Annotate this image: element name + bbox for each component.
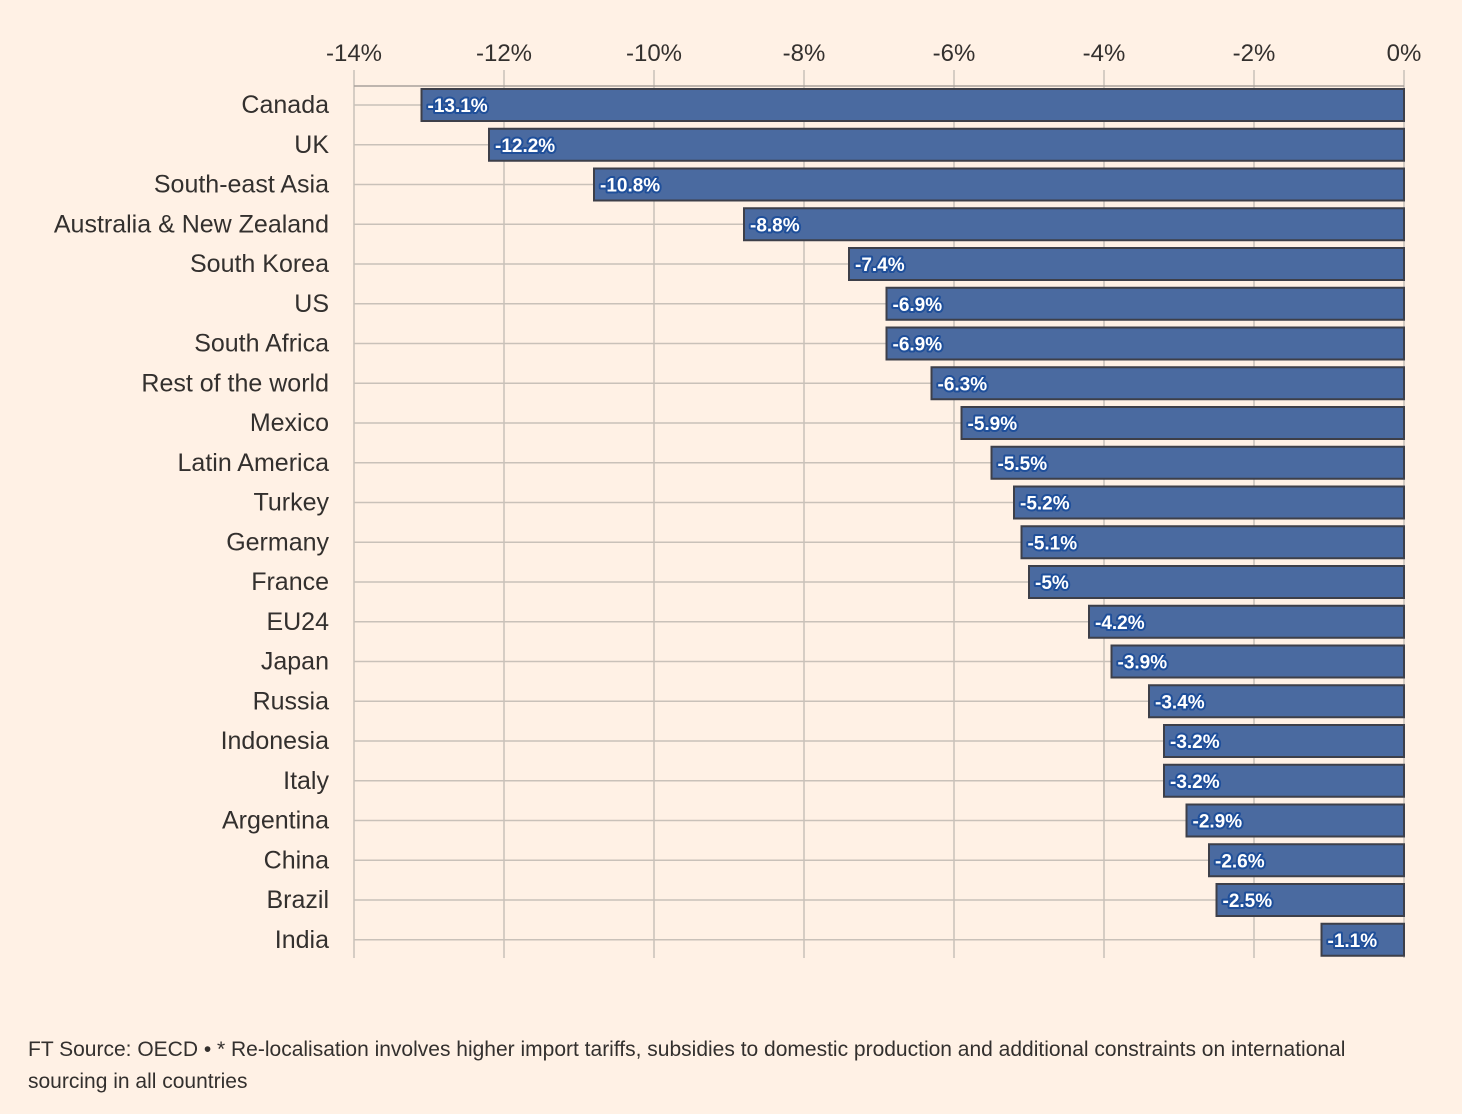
category-label: UK — [294, 131, 329, 159]
category-label: Canada — [241, 91, 329, 119]
data-label: -8.8% — [750, 215, 800, 236]
x-tick-labels: -14% -12% -10% -8% -6% -4% -2% 0% — [326, 40, 1421, 67]
bar — [930, 366, 1405, 401]
category-label: South Korea — [190, 250, 329, 278]
data-label: -5.9% — [968, 414, 1018, 435]
bar — [593, 167, 1405, 202]
category-label: Japan — [261, 648, 329, 676]
bar — [990, 445, 1405, 480]
bar — [1148, 684, 1405, 719]
data-label: -13.1% — [428, 96, 488, 117]
bar — [1185, 803, 1405, 838]
bar — [960, 406, 1405, 440]
bar — [1020, 525, 1405, 560]
category-label: Germany — [226, 528, 329, 556]
bar — [885, 286, 1405, 321]
x-tick-label: -14% — [326, 40, 382, 67]
category-label: Rest of the world — [141, 369, 329, 397]
bar — [1320, 922, 1405, 957]
data-label: -4.2% — [1095, 613, 1145, 634]
category-label: China — [264, 846, 329, 874]
category-label: Brazil — [266, 886, 329, 914]
data-label: -6.9% — [893, 335, 943, 356]
bar — [1163, 724, 1405, 758]
data-label: -1.1% — [1328, 931, 1378, 952]
data-label: -10.8% — [600, 176, 660, 197]
bar — [1208, 843, 1405, 878]
category-label: Mexico — [250, 409, 329, 437]
category-label: India — [275, 926, 329, 954]
category-label: South-east Asia — [154, 171, 329, 199]
data-label: -2.5% — [1223, 891, 1273, 912]
y-tick-labels: Canada UK South-east Asia Australia & New Z… — [54, 91, 330, 954]
bar — [1110, 644, 1405, 679]
category-label: EU24 — [266, 608, 329, 636]
category-label: US — [294, 290, 329, 318]
category-label: Italy — [283, 767, 329, 795]
data-label: -7.4% — [855, 255, 905, 276]
bar — [1013, 485, 1405, 520]
bar — [743, 207, 1405, 242]
bar — [885, 326, 1405, 361]
data-label: -5% — [1035, 573, 1069, 594]
category-label: Latin America — [178, 449, 330, 477]
data-label: -2.9% — [1193, 812, 1243, 833]
category-label: Russia — [253, 687, 330, 715]
bar — [488, 127, 1405, 162]
bar — [1163, 763, 1405, 798]
data-label: -2.6% — [1215, 851, 1265, 872]
x-tick-label: -4% — [1083, 40, 1126, 67]
bar — [1028, 565, 1405, 599]
x-tick-label: -8% — [783, 40, 826, 67]
x-tick-label: -12% — [476, 40, 532, 67]
data-label: -5.5% — [998, 454, 1048, 475]
x-tick-label: -2% — [1233, 40, 1276, 67]
data-label: -5.2% — [1020, 494, 1070, 515]
x-tick-label: -10% — [626, 40, 682, 67]
category-label: France — [251, 568, 329, 596]
category-label: Argentina — [222, 807, 329, 835]
category-label: Australia & New Zealand — [54, 210, 329, 238]
x-tick-label: -6% — [933, 40, 976, 67]
bar — [848, 247, 1405, 281]
bars — [420, 88, 1405, 957]
data-label: -3.2% — [1170, 732, 1220, 753]
data-label: -3.4% — [1155, 692, 1205, 713]
bar-chart: -14% -12% -10% -8% -6% -4% -2% 0% Canada UK South-… — [54, 40, 1421, 958]
chart-canvas: -14% -12% -10% -8% -6% -4% -2% 0% Canada UK South-… — [54, 40, 1421, 958]
data-label: -6.3% — [938, 374, 988, 395]
category-label: Indonesia — [221, 727, 330, 755]
bar — [1088, 604, 1405, 639]
data-label: -6.9% — [893, 295, 943, 316]
category-label: Turkey — [254, 489, 330, 517]
data-label: -3.9% — [1118, 653, 1168, 674]
data-label: -5.1% — [1028, 533, 1078, 554]
bar — [420, 88, 1405, 122]
data-label: -3.2% — [1170, 772, 1220, 793]
category-label: South Africa — [194, 330, 329, 358]
bar — [1215, 883, 1405, 917]
chart-footer: FT Source: OECD • * Re-localisation invo… — [28, 1034, 1428, 1098]
data-labels: -13.1% -12.2% -10.8% -8.8% -7.4% -6.9% -6.9% -6… — [426, 94, 1380, 954]
x-tick-label: 0% — [1387, 40, 1422, 67]
data-label: -12.2% — [495, 136, 555, 157]
source-note: FT Source: OECD • * Re-localisation invo… — [28, 1038, 1346, 1093]
